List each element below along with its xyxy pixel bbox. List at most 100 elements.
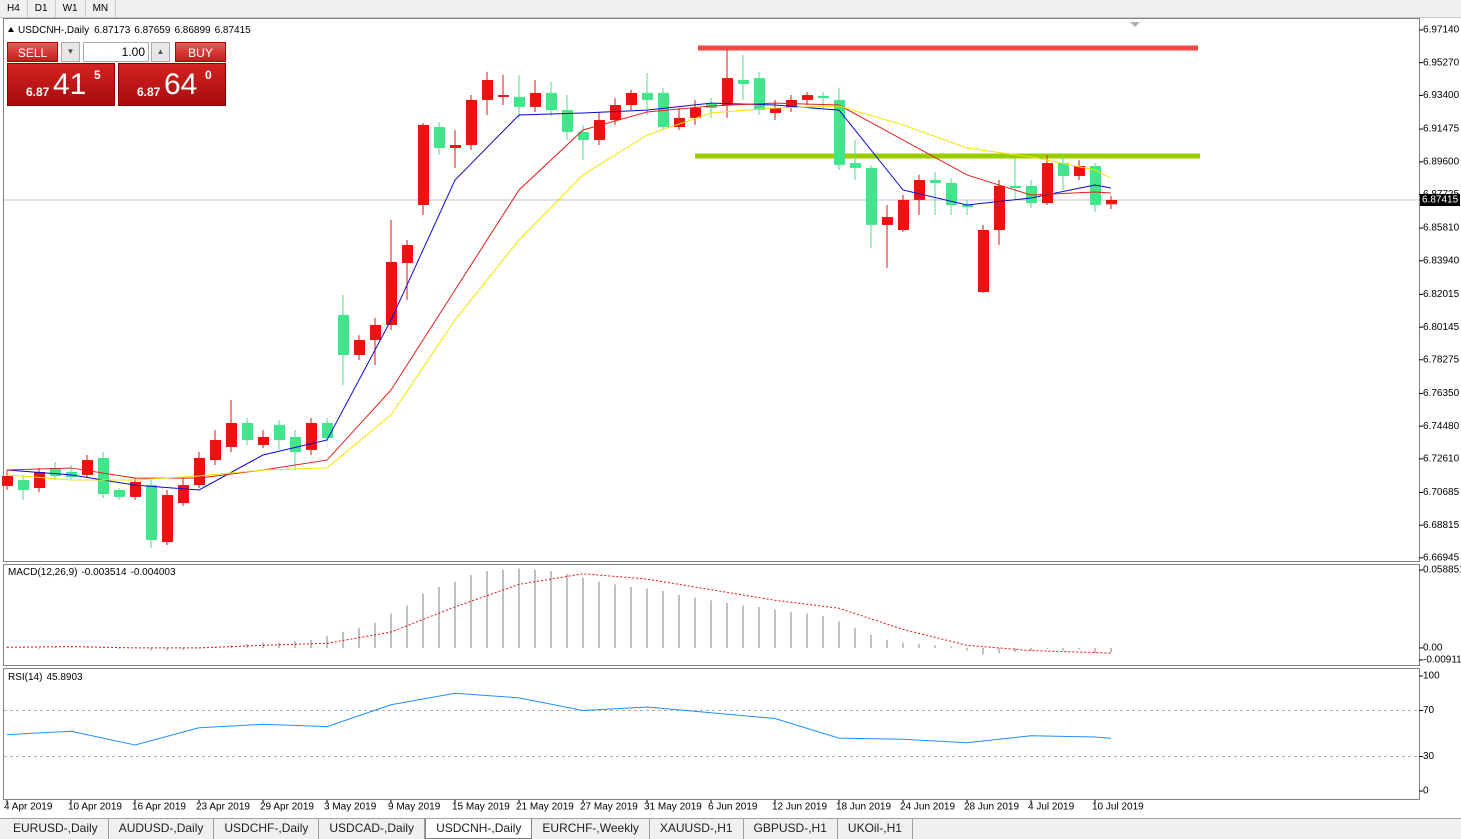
rsi-line	[6, 692, 1112, 746]
x-tick-label: 4 Apr 2019	[4, 802, 53, 813]
candle-body	[1074, 166, 1085, 176]
macd-bar	[182, 647, 184, 650]
x-tick-label: 21 May 2019	[516, 802, 574, 813]
macd-bar	[662, 590, 664, 648]
macd-bar	[422, 593, 424, 648]
candle-body	[770, 107, 781, 114]
candle-body	[242, 423, 253, 440]
macd-bar	[870, 634, 872, 648]
macd-bar	[406, 605, 408, 648]
candle-body	[450, 145, 461, 149]
chart-tab[interactable]: XAUUSD-,H1	[650, 819, 744, 839]
candle-body	[210, 439, 221, 461]
macd-bar	[118, 647, 120, 649]
x-tick-label: 18 Jun 2019	[836, 802, 891, 813]
x-tick-label: 29 Apr 2019	[260, 802, 314, 813]
candle-body	[690, 107, 701, 118]
macd-bar	[566, 573, 568, 648]
open-value: 6.87173	[94, 25, 131, 36]
candle-body	[50, 467, 61, 476]
candle-body	[18, 480, 29, 490]
macd-bar	[1078, 647, 1080, 650]
current-price-label: 6.87415	[1422, 195, 1459, 206]
x-tick-label: 10 Jul 2019	[1092, 802, 1144, 813]
macd-bar	[966, 647, 968, 651]
macd-bar	[726, 602, 728, 648]
macd-bar	[918, 643, 920, 648]
macd-bar	[774, 609, 776, 648]
candle-body	[98, 457, 109, 494]
candle-body	[930, 180, 941, 183]
chart-tab[interactable]: UKOil-,H1	[838, 819, 913, 839]
candle-body	[1106, 200, 1117, 205]
lot-down[interactable]: ▼	[61, 42, 80, 62]
candle-body	[978, 230, 989, 293]
candle-body	[66, 471, 77, 478]
candle-body	[386, 261, 397, 325]
ask-big: 6.87	[137, 85, 161, 99]
macd-bar	[1062, 647, 1064, 651]
bid-quote[interactable]: 6.87 41 5	[7, 63, 115, 106]
chart-tab[interactable]: EURCHF-,Weekly	[532, 819, 650, 839]
chart-tab[interactable]: EURUSD-,Daily	[3, 819, 109, 839]
candle-body	[818, 95, 829, 99]
lot-up[interactable]: ▲	[151, 42, 170, 62]
ask-main: 64	[164, 68, 198, 101]
bid-small: 5	[94, 68, 101, 82]
macd-bar	[518, 568, 520, 648]
bid-main: 41	[53, 68, 87, 101]
y-tick-label: -0.009116	[1423, 655, 1461, 666]
candle-body	[722, 78, 733, 105]
macd-bar	[982, 647, 984, 655]
timeframe-button[interactable]: H4	[0, 0, 28, 17]
lot-input[interactable]: 1.00	[83, 42, 149, 62]
candle-body	[498, 95, 509, 97]
x-tick-label: 27 May 2019	[580, 802, 638, 813]
candle-body	[946, 182, 957, 205]
macd-bar	[1046, 647, 1048, 650]
candle-body	[898, 199, 909, 230]
candle-body	[226, 423, 237, 447]
rsi-value: 45.8903	[46, 672, 83, 683]
candle-body	[994, 185, 1005, 230]
candle-body	[642, 92, 653, 100]
chart-tab[interactable]: USDCNH-,Daily	[425, 819, 533, 839]
x-tick-label: 16 Apr 2019	[132, 802, 186, 813]
macd-bar	[1030, 647, 1032, 651]
chart-tab[interactable]: USDCAD-,Daily	[319, 819, 426, 839]
macd-bar	[646, 588, 648, 648]
candle-body	[562, 110, 573, 132]
candle-body	[674, 117, 685, 128]
timeframe-button[interactable]: MN	[86, 0, 117, 17]
macd-bar	[534, 569, 536, 648]
sell-button[interactable]: SELL	[7, 42, 58, 62]
chart-tab[interactable]: USDCHF-,Daily	[214, 819, 320, 839]
timeframe-button[interactable]: W1	[56, 0, 86, 17]
macd-bar	[326, 636, 328, 648]
candle-body	[738, 80, 749, 85]
y-tick-label: 6.68815	[1423, 520, 1460, 531]
ask-quote[interactable]: 6.87 64 0	[118, 63, 226, 106]
macd-bar	[1014, 647, 1016, 652]
buy-button[interactable]: BUY	[175, 42, 226, 62]
candle-body	[530, 92, 541, 107]
bid-big: 6.87	[26, 85, 50, 99]
macd-bar	[54, 646, 56, 648]
macd-frame	[3, 564, 1420, 666]
chart-tab[interactable]: AUDUSD-,Daily	[109, 819, 215, 839]
candle-body	[1058, 163, 1069, 176]
chart-tab[interactable]: GBPUSD-,H1	[744, 819, 838, 839]
y-tick-label: 6.76350	[1423, 388, 1460, 399]
macd-bar	[758, 606, 760, 648]
candle-body	[1010, 185, 1021, 189]
moving-average	[6, 102, 1112, 491]
y-tick-label: 6.74480	[1423, 421, 1460, 432]
candle-body	[866, 167, 877, 225]
candle-body	[578, 131, 589, 140]
macd-bar	[38, 647, 40, 649]
macd-bar	[390, 613, 392, 648]
timeframe-button[interactable]: D1	[28, 0, 56, 17]
macd-bar	[838, 621, 840, 648]
y-tick-label: 6.83940	[1423, 255, 1460, 266]
